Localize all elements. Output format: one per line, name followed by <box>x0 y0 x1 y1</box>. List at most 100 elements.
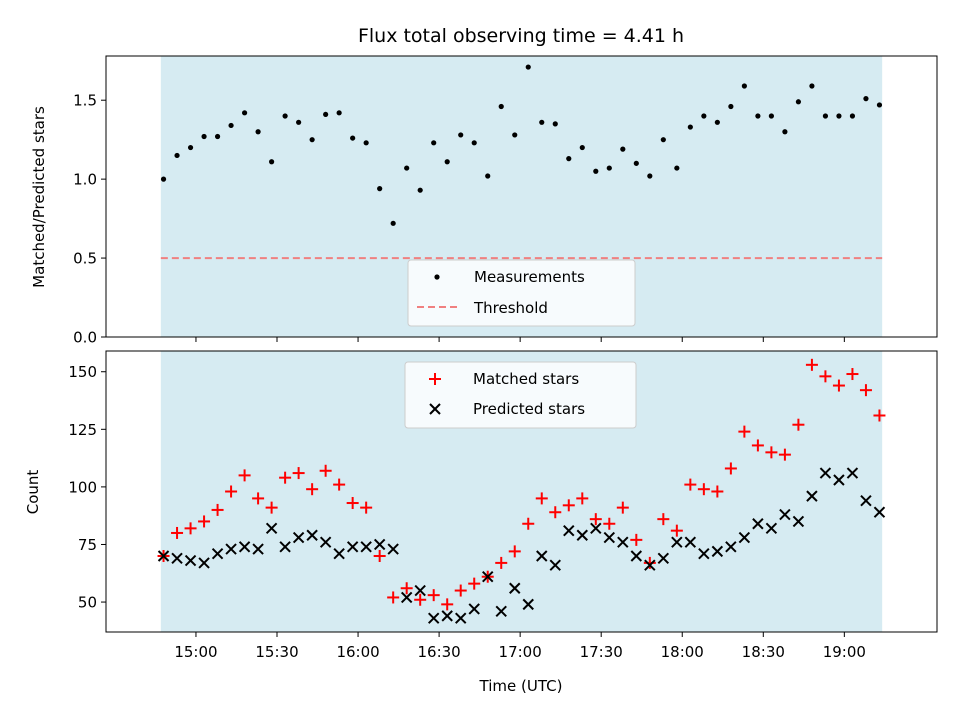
predicted-star-point <box>238 541 251 553</box>
bottom-x-tick-label: 18:00 <box>661 643 704 661</box>
predicted-star-point <box>427 612 440 624</box>
predicted-star-point <box>157 550 170 562</box>
top-chart-title: Flux total observing time = 4.41 h <box>358 25 684 47</box>
predicted-star-point <box>792 515 805 528</box>
measurement-point <box>512 132 518 138</box>
matched-star-point <box>265 501 278 514</box>
legend-threshold-label: Threshold <box>473 299 548 317</box>
matched-star-point <box>738 425 751 438</box>
matched-star-point <box>400 582 413 595</box>
measurement-point <box>701 113 707 119</box>
bottom-x-tick-label: 17:00 <box>499 643 542 661</box>
predicted-star-point <box>373 538 386 551</box>
predicted-star-point <box>644 559 656 571</box>
measurement-point <box>323 111 329 118</box>
predicted-star-point <box>360 541 372 553</box>
predicted-star-point <box>414 584 426 597</box>
measurement-point <box>606 165 612 171</box>
measurement-point <box>782 129 788 135</box>
bottom-x-tick-label: 18:30 <box>742 643 785 661</box>
predicted-star-point <box>455 612 467 624</box>
predicted-star-point <box>522 598 534 611</box>
matched-star-point <box>387 591 400 604</box>
bottom-legend-box <box>404 361 637 429</box>
measurement-point <box>174 152 180 159</box>
bottom-x-tick-label: 17:30 <box>580 643 623 661</box>
measurement-point <box>214 133 221 140</box>
bottom-axes-frame <box>105 350 938 633</box>
bottom-x-tick-label: 15:30 <box>255 643 298 661</box>
top-y-tick-label: 1.5 <box>73 92 97 110</box>
matched-star-point <box>657 513 670 526</box>
matched-star-point <box>454 584 467 597</box>
predicted-star-point <box>171 552 183 565</box>
measurement-point <box>525 64 531 70</box>
predicted-star-point <box>549 559 561 571</box>
measurement-point <box>485 173 491 179</box>
matched-star-point <box>616 501 629 514</box>
matched-star-point <box>292 467 305 480</box>
measurement-point <box>836 113 842 119</box>
matched-star-point <box>630 533 643 546</box>
predicted-star-point <box>725 541 737 553</box>
predicted-star-point <box>306 529 318 541</box>
bottom-x-tick-label: 16:00 <box>336 643 379 661</box>
predicted-star-point <box>482 571 494 583</box>
matched-star-point <box>778 448 791 461</box>
predicted-star-point <box>711 545 724 558</box>
measurement-point <box>228 122 234 129</box>
bottom-y-axis-label: Count <box>24 470 42 515</box>
top-legend: Measurements Threshold <box>407 259 636 327</box>
measurement-point <box>633 160 639 166</box>
matched-star-point <box>751 439 764 452</box>
measurement-point <box>296 119 302 125</box>
predicted-star-point <box>346 541 359 553</box>
matched-star-point <box>279 471 292 484</box>
measurement-point <box>377 186 383 192</box>
measurement-point <box>241 110 248 116</box>
matched-star-point <box>562 499 575 512</box>
matched-star-point <box>346 497 359 510</box>
predicted-star-point <box>576 529 588 541</box>
measurement-point <box>876 102 883 108</box>
predicted-star-point <box>184 554 197 567</box>
measurement-point <box>552 121 558 127</box>
predicted-star-point <box>738 531 751 544</box>
predicted-star-point <box>441 610 453 622</box>
bottom-legend: Matched stars Predicted stars <box>404 361 637 429</box>
measurement-point <box>741 83 747 89</box>
top-y-axis-label: Matched/Predicted stars <box>30 106 48 288</box>
predicted-star-point <box>590 522 602 535</box>
measurement-point <box>863 96 869 102</box>
measurement-point <box>269 159 275 165</box>
predicted-star-point <box>509 582 521 594</box>
measurement-point <box>309 137 315 143</box>
predicted-star-point <box>279 541 291 553</box>
matched-star-point <box>859 384 872 397</box>
predicted-star-point <box>698 547 710 560</box>
predicted-star-point <box>252 543 264 555</box>
matched-star-point <box>792 418 805 431</box>
measurement-point <box>566 156 572 162</box>
top-legend-box <box>407 259 636 327</box>
measurement-point <box>674 165 680 171</box>
matched-star-point <box>670 524 683 537</box>
predicted-star-point <box>468 603 480 615</box>
matched-star-point <box>306 483 319 496</box>
matched-star-point <box>373 549 386 562</box>
top-x-ticks <box>195 337 845 342</box>
matched-star-point <box>589 513 602 526</box>
predicted-star-point <box>265 522 278 535</box>
legend-measurements-label: Measurements <box>474 268 585 286</box>
matched-star-point <box>441 598 454 611</box>
matched-star-point <box>643 556 656 569</box>
measurement-point <box>431 140 437 146</box>
measurement-points <box>160 64 883 226</box>
bottom-y-tick-label: 50 <box>78 594 97 612</box>
predicted-star-point <box>292 531 305 544</box>
measurement-point <box>755 113 761 119</box>
matched-star-point <box>360 501 373 514</box>
legend-predicted-marker <box>429 403 441 415</box>
